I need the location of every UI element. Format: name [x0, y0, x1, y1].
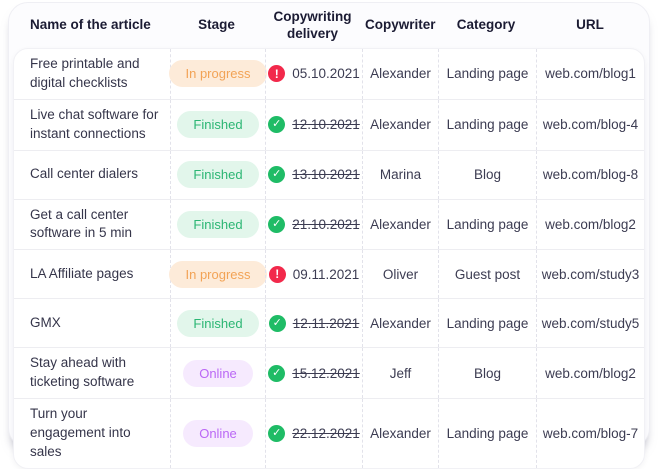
stage-badge: Finished: [177, 161, 259, 189]
check-circle-icon: ✓: [268, 364, 286, 382]
copywriter-cell: Alexander: [362, 99, 438, 150]
delivery-date: 13.10.2021: [292, 167, 360, 183]
copywriter-cell: Alexander: [362, 49, 438, 99]
delivery-cell: ! 09.11.2021: [265, 250, 362, 299]
column-header-copywriter: Copywriter: [365, 17, 436, 33]
article-name-cell: Call center dialers: [14, 151, 170, 199]
table-row: Get a call center software in 5 min Fini…: [14, 198, 644, 250]
category-cell: Guest post: [438, 250, 536, 299]
stage-cell: Finished: [170, 199, 265, 250]
copywriter-cell: Alexander: [362, 399, 438, 468]
article-name: Get a call center software in 5 min: [30, 206, 133, 241]
article-name: LA Affiliate pages: [30, 265, 134, 281]
column-header-category: Category: [456, 17, 516, 33]
stage-badge: Finished: [177, 210, 259, 238]
delivery-date: 09.11.2021: [292, 266, 360, 282]
article-name: GMX: [30, 314, 61, 330]
stage-badge: Online: [183, 359, 253, 387]
article-name-cell: GMX: [14, 299, 170, 347]
stage-badge: In progress: [169, 260, 267, 288]
article-url: web.com/blog1: [536, 49, 644, 99]
alert-circle-icon: !: [268, 65, 286, 83]
article-name: Live chat software for instant connectio…: [30, 106, 159, 141]
stage-cell: In progress: [169, 49, 267, 99]
check-circle-icon: ✓: [268, 116, 286, 134]
article-name-cell: LA Affiliate pages: [14, 250, 170, 298]
stage-cell: Finished: [170, 99, 265, 150]
copywriter-cell: Oliver: [362, 250, 438, 299]
delivery-date: 15.12.2021: [292, 365, 360, 381]
article-name-cell: Get a call center software in 5 min: [14, 200, 170, 250]
delivery-cell: ✓ 13.10.2021: [265, 150, 362, 199]
delivery-cell: ! 05.10.2021: [265, 49, 362, 99]
article-url: web.com/blog-8: [536, 150, 644, 199]
copywriter-cell: Alexander: [362, 199, 438, 250]
article-name: Free printable and digital checklists: [30, 56, 140, 90]
copywriter-cell: Alexander: [362, 299, 438, 348]
article-url: web.com/blog-4: [536, 99, 644, 150]
content-plan-card: Name of the article Stage Copywriting de…: [8, 2, 650, 469]
alert-circle-icon: !: [268, 265, 286, 283]
delivery-cell: ✓ 21.10.2021: [265, 199, 362, 250]
table-row: Call center dialers Finished ✓ 13.10.2021…: [14, 149, 644, 199]
stage-badge: Finished: [177, 309, 259, 337]
column-header-delivery: Copywriting delivery: [273, 8, 352, 41]
delivery-date: 05.10.2021: [292, 66, 360, 82]
delivery-date: 22.12.2021: [292, 425, 360, 441]
table-body: Free printable and digital checklists In…: [13, 48, 645, 469]
column-header-name: Name of the article: [30, 17, 151, 33]
article-name-cell: Stay ahead with ticketing software: [14, 348, 170, 398]
article-name-cell: Live chat software for instant connectio…: [14, 100, 170, 150]
article-url: web.com/study3: [536, 250, 644, 299]
stage-cell: Finished: [170, 299, 265, 348]
delivery-cell: ✓ 22.12.2021: [265, 399, 362, 468]
stage-cell: Online: [170, 348, 265, 399]
article-url: web.com/blog2: [536, 348, 644, 399]
article-name: Turn your engagement into sales: [30, 406, 131, 459]
delivery-date: 12.10.2021: [292, 117, 360, 133]
delivery-cell: ✓ 12.11.2021: [265, 299, 362, 348]
table-row: GMX Finished ✓ 12.11.2021 Alexander Landi…: [14, 298, 644, 348]
article-name: Stay ahead with ticketing software: [30, 355, 135, 390]
table-row: Stay ahead with ticketing software Onlin…: [14, 347, 644, 399]
delivery-cell: ✓ 12.10.2021: [265, 99, 362, 150]
stage-cell: Finished: [170, 150, 265, 199]
copywriter-cell: Jeff: [362, 348, 438, 399]
column-header-url: URL: [576, 17, 604, 33]
check-circle-icon: ✓: [268, 166, 286, 184]
category-cell: Landing page: [438, 399, 536, 468]
article-url: web.com/blog-7: [536, 399, 644, 468]
stage-badge: Finished: [177, 111, 259, 139]
delivery-date: 21.10.2021: [292, 216, 360, 232]
article-url: web.com/blog2: [536, 199, 644, 250]
category-cell: Landing page: [438, 99, 536, 150]
stage-cell: Online: [170, 399, 265, 468]
stage-badge: In progress: [169, 60, 267, 88]
category-cell: Blog: [438, 150, 536, 199]
check-circle-icon: ✓: [268, 314, 286, 332]
check-circle-icon: ✓: [268, 424, 286, 442]
table-row: Turn your engagement into sales Online ✓…: [14, 398, 644, 468]
article-name: Call center dialers: [30, 166, 139, 182]
stage-badge: Online: [183, 419, 253, 447]
table-row: LA Affiliate pages In progress ! 09.11.20…: [14, 249, 644, 299]
category-cell: Landing page: [438, 299, 536, 348]
table-row: Live chat software for instant connectio…: [14, 98, 644, 150]
delivery-date: 12.11.2021: [292, 315, 360, 331]
category-cell: Landing page: [438, 199, 536, 250]
article-url: web.com/study5: [536, 299, 644, 348]
stage-cell: In progress: [169, 250, 267, 299]
column-header-stage: Stage: [198, 17, 235, 33]
table-header-row: Name of the article Stage Copywriting de…: [13, 3, 645, 48]
table-row: Free printable and digital checklists In…: [14, 49, 644, 99]
check-circle-icon: ✓: [268, 215, 286, 233]
category-cell: Landing page: [438, 49, 536, 99]
article-name-cell: Free printable and digital checklists: [14, 49, 170, 99]
copywriter-cell: Marina: [362, 150, 438, 199]
delivery-cell: ✓ 15.12.2021: [265, 348, 362, 399]
category-cell: Blog: [438, 348, 536, 399]
article-name-cell: Turn your engagement into sales: [14, 399, 170, 468]
